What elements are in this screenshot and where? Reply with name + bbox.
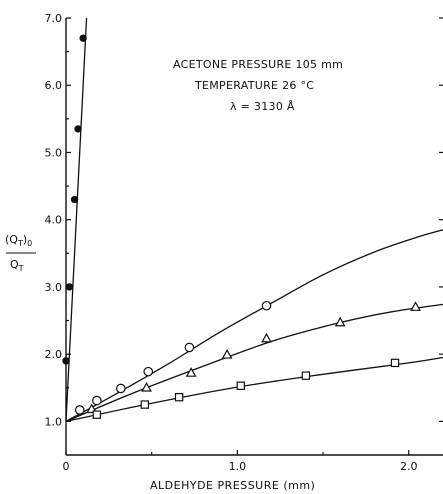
- y-tick-label: 3.0: [45, 281, 63, 294]
- y-label-den-sub: T: [18, 264, 24, 273]
- data-points: [62, 34, 421, 419]
- series-1-point-circle: [261, 300, 272, 311]
- axes: 1.0 2.0 3.0 4.0 5.0 6.0 7.0 0 1.0 2.0: [45, 12, 443, 473]
- annotation-pressure: ACETONE PRESSURE 105 mm: [173, 58, 343, 71]
- series-1-point-circle: [92, 395, 102, 406]
- y-tick-label: 6.0: [45, 79, 63, 92]
- y-label-sub: T: [17, 239, 23, 248]
- series-0-point-filled-circle: [65, 283, 74, 291]
- y-tick-label: 7.0: [45, 12, 63, 25]
- annotation-wavelength: λ = 3130 Å: [230, 100, 295, 113]
- series-3-point-square: [174, 392, 184, 402]
- series-2-point-triangle: [141, 381, 152, 392]
- x-tick-label: 0: [63, 460, 70, 473]
- y-tick-label: 2.0: [45, 348, 63, 361]
- y-label-den: Q: [10, 258, 19, 271]
- y-axis-label-denominator: QT: [10, 258, 24, 273]
- x-tick-label: 2.0: [400, 460, 418, 473]
- y-label-sub2: 0: [27, 239, 32, 248]
- series-2-point-triangle: [261, 332, 272, 343]
- y-tick-label: 4.0: [45, 214, 63, 227]
- y-label-open: (Q: [5, 233, 18, 246]
- series-0-point-filled-circle: [74, 125, 82, 133]
- series-3-point-square: [301, 371, 311, 380]
- series-1-point-circle: [143, 366, 154, 377]
- series-1-fit-curve: [65, 229, 443, 422]
- series-2-point-triangle: [410, 301, 421, 311]
- series-2-point-triangle: [185, 367, 197, 377]
- series-3-point-square: [140, 400, 150, 409]
- series-3-fit-curve: [65, 356, 443, 423]
- series-3-point-square: [236, 381, 245, 390]
- y-label-close: ): [23, 233, 27, 246]
- series-0-fit-line: [65, 17, 88, 422]
- y-tick-label: 5.0: [45, 146, 63, 159]
- x-axis-title: ALDEHYDE PRESSURE (mm): [150, 479, 315, 492]
- series-1-point-circle: [184, 342, 195, 353]
- annotation-temperature: TEMPERATURE 26 °C: [194, 79, 314, 92]
- y-axis-label-numerator: (QT)0: [5, 233, 32, 248]
- series-3-point-square: [92, 410, 102, 419]
- series-0-point-filled-circle: [79, 34, 87, 42]
- series-3-point-square: [390, 358, 400, 368]
- series-2-point-triangle: [221, 348, 233, 359]
- series-1-point-circle: [116, 383, 126, 394]
- series-2-point-triangle: [334, 316, 346, 327]
- series-2-fit-curve: [65, 303, 443, 422]
- series-0-point-filled-circle: [62, 357, 70, 365]
- series-1-point-circle: [74, 405, 85, 415]
- y-tick-label: 1.0: [45, 415, 63, 428]
- series-curves: [65, 17, 443, 423]
- series-0-point-filled-circle: [70, 195, 79, 204]
- x-tick-label: 1.0: [229, 460, 247, 473]
